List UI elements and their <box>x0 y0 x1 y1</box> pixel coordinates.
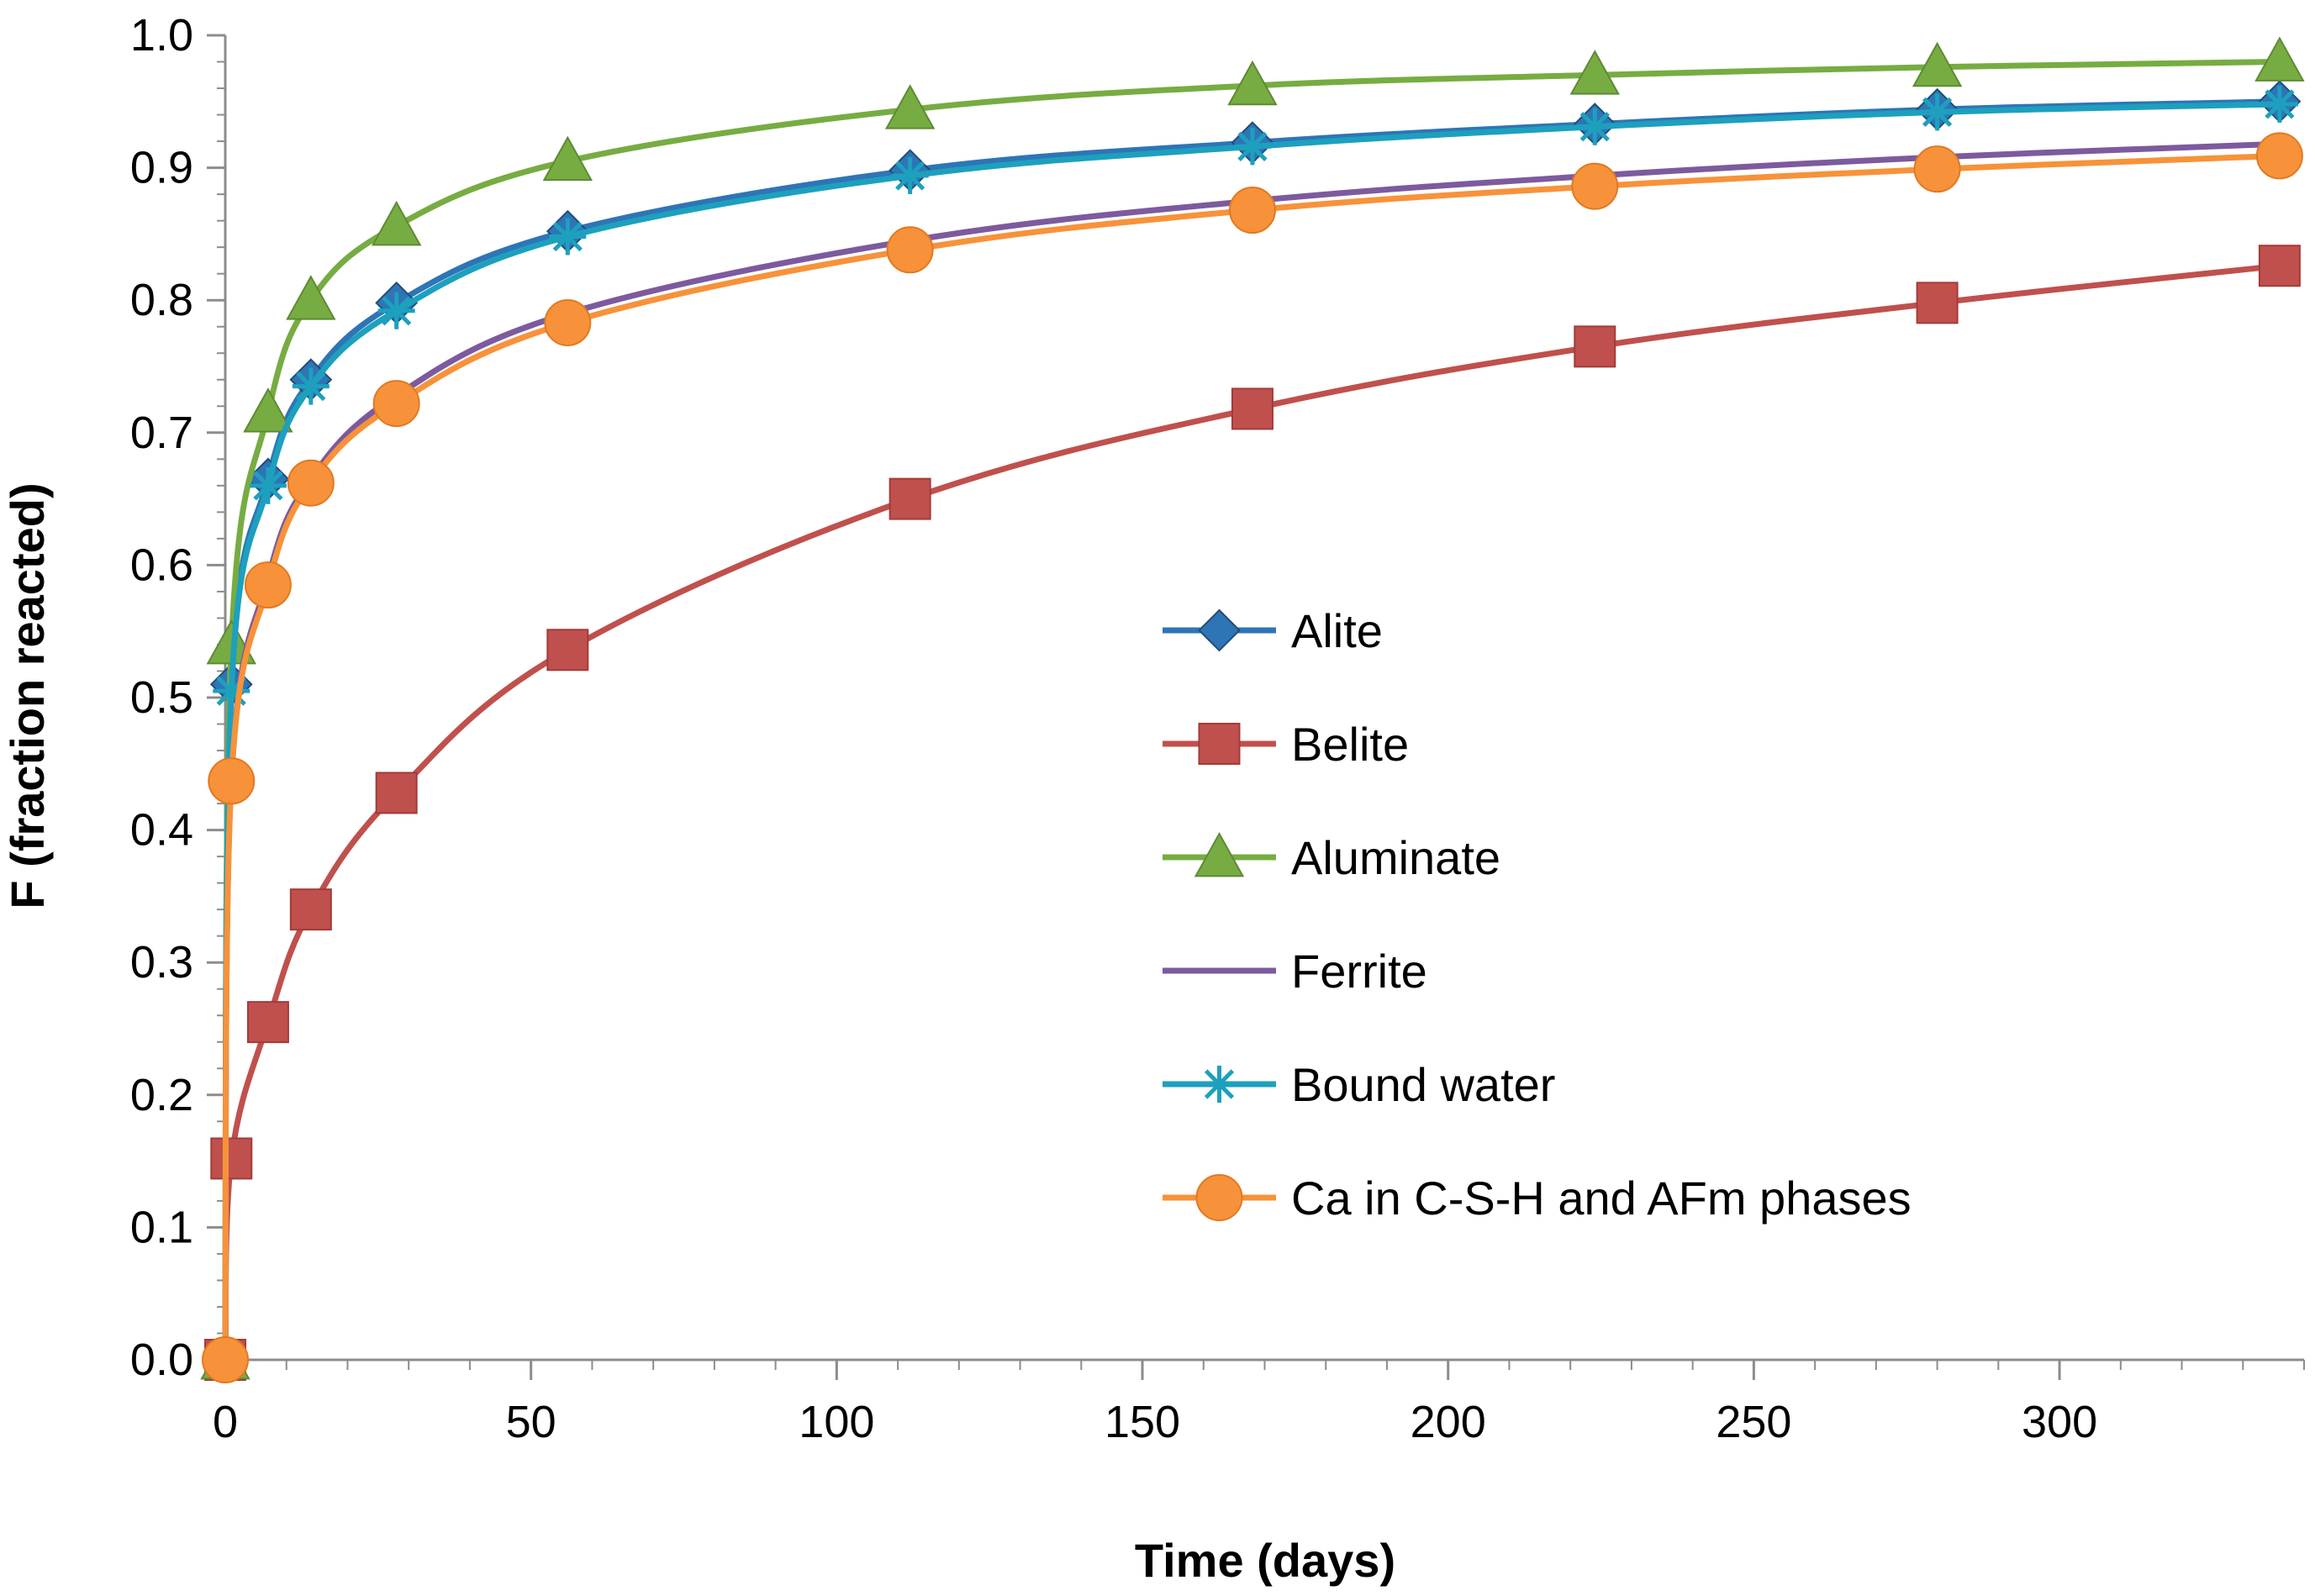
x-tick-label: 0 <box>213 1397 238 1447</box>
data-point-ca-in-c-s-h-and-afm-phases <box>1913 145 1961 193</box>
legend-marker-aluminate <box>1194 831 1245 877</box>
data-point-bound-water <box>2260 85 2298 123</box>
series-line-ca-in-c-s-h-and-afm-phases <box>222 152 2283 1363</box>
y-tick-label: 0.0 <box>130 1335 193 1385</box>
y-tick-label: 0.2 <box>130 1070 193 1120</box>
data-point-ca-in-c-s-h-and-afm-phases <box>372 380 420 428</box>
data-point-belite <box>546 629 589 672</box>
x-tick-label: 50 <box>506 1397 556 1447</box>
legend-marker-belite <box>1198 723 1241 765</box>
data-point-aluminate <box>243 387 293 433</box>
legend-marker-alite <box>1198 608 1241 652</box>
y-tick-label: 0.7 <box>130 408 193 458</box>
data-point-ca-in-c-s-h-and-afm-phases <box>202 1336 249 1383</box>
legend-item-alite: Alite <box>1163 604 1383 657</box>
legend-item-belite: Belite <box>1163 718 1409 771</box>
data-point-belite <box>375 772 418 814</box>
legend-marker-ca-in-c-s-h-and-afm-phases <box>1195 1174 1243 1221</box>
data-point-bound-water <box>549 218 587 255</box>
data-point-ca-in-c-s-h-and-afm-phases <box>244 561 292 609</box>
legend-label-bound-water: Bound water <box>1291 1058 1555 1111</box>
data-point-ca-in-c-s-h-and-afm-phases <box>886 226 934 274</box>
legend-marker-bound-water <box>1200 1066 1238 1103</box>
data-point-aluminate <box>1227 60 1278 106</box>
x-tick-label: 100 <box>799 1397 874 1447</box>
x-tick-label: 300 <box>2022 1397 2097 1447</box>
legend-item-ferrite: Ferrite <box>1163 945 1427 998</box>
data-point-bound-water <box>1918 93 1956 131</box>
y-tick-label: 0.8 <box>130 275 193 325</box>
data-point-bound-water <box>1233 128 1271 166</box>
data-point-aluminate <box>286 275 336 320</box>
series-ca-in-c-s-h-and-afm-phases <box>202 132 2303 1383</box>
data-point-ca-in-c-s-h-and-afm-phases <box>1571 162 1619 210</box>
x-tick-label: 150 <box>1105 1397 1180 1447</box>
series-bound-water <box>207 85 2298 1378</box>
legend-label-aluminate: Aluminate <box>1291 831 1500 884</box>
legend-label-alite: Alite <box>1291 604 1383 657</box>
data-point-ca-in-c-s-h-and-afm-phases <box>544 298 592 346</box>
data-point-bound-water <box>377 292 415 329</box>
data-point-aluminate <box>371 200 422 246</box>
y-tick-label: 0.4 <box>130 805 193 856</box>
series-group <box>200 36 2305 1383</box>
series-belite <box>204 245 2301 1381</box>
legend-item-bound-water: Bound water <box>1163 1058 1555 1111</box>
data-point-belite <box>889 477 931 520</box>
data-point-aluminate <box>1912 41 1963 87</box>
series-aluminate <box>200 36 2305 1380</box>
data-point-belite <box>1231 387 1274 430</box>
data-point-belite <box>210 1137 253 1180</box>
data-point-belite <box>1916 282 1959 324</box>
y-tick-label: 1.0 <box>130 10 193 61</box>
data-point-belite <box>246 1001 289 1044</box>
series-line-bound-water <box>222 101 2283 1363</box>
axes: 0.0 0.1 0.2 0.3 0.4 0.5 0.6 0.7 0.8 0.9 1.0 0 50 100 1… <box>130 10 2305 1447</box>
y-tick-label: 0.3 <box>130 937 193 988</box>
data-point-ca-in-c-s-h-and-afm-phases <box>1228 187 1276 234</box>
data-point-bound-water <box>249 466 287 504</box>
x-tick-label: 200 <box>1411 1397 1486 1447</box>
data-point-belite <box>2258 245 2301 287</box>
data-point-bound-water <box>891 157 929 195</box>
data-point-ca-in-c-s-h-and-afm-phases <box>287 459 335 507</box>
legend-item-ca-in-c-s-h-and-afm-phases: Ca in C-S-H and AFm phases <box>1163 1172 1912 1225</box>
legend: Alite Belite Aluminate Ferrite Bound water Ca… <box>1163 604 1912 1225</box>
data-point-aluminate <box>542 135 593 182</box>
y-tick-label: 0.1 <box>130 1202 193 1252</box>
y-tick-label: 0.5 <box>130 672 193 723</box>
data-point-aluminate <box>884 84 936 129</box>
legend-item-aluminate: Aluminate <box>1163 831 1500 884</box>
x-tick-label: 250 <box>1716 1397 1791 1447</box>
series-line-aluminate <box>222 59 2283 1363</box>
data-point-bound-water <box>292 367 330 405</box>
data-point-belite <box>1574 325 1616 368</box>
legend-label-ferrite: Ferrite <box>1291 945 1427 998</box>
legend-label-belite: Belite <box>1291 718 1409 771</box>
legend-label-ca-in-c-s-h-and-afm-phases: Ca in C-S-H and AFm phases <box>1291 1172 1912 1225</box>
data-point-aluminate <box>1569 50 1620 95</box>
series-line-ferrite <box>222 140 2283 1363</box>
x-axis-title: Time (days) <box>1135 1534 1395 1587</box>
data-point-ca-in-c-s-h-and-afm-phases <box>208 757 256 805</box>
y-axis-title: F (fraction reacted) <box>1 482 54 909</box>
series-ferrite <box>222 140 2283 1363</box>
data-point-bound-water <box>1576 108 1614 145</box>
series-line-alite <box>222 98 2283 1363</box>
y-tick-label: 0.6 <box>130 540 193 590</box>
y-tick-label: 0.9 <box>130 143 193 193</box>
data-point-ca-in-c-s-h-and-afm-phases <box>2255 132 2303 180</box>
data-point-aluminate <box>2254 36 2305 82</box>
series-alite <box>203 80 2302 1382</box>
data-point-belite <box>289 888 332 931</box>
